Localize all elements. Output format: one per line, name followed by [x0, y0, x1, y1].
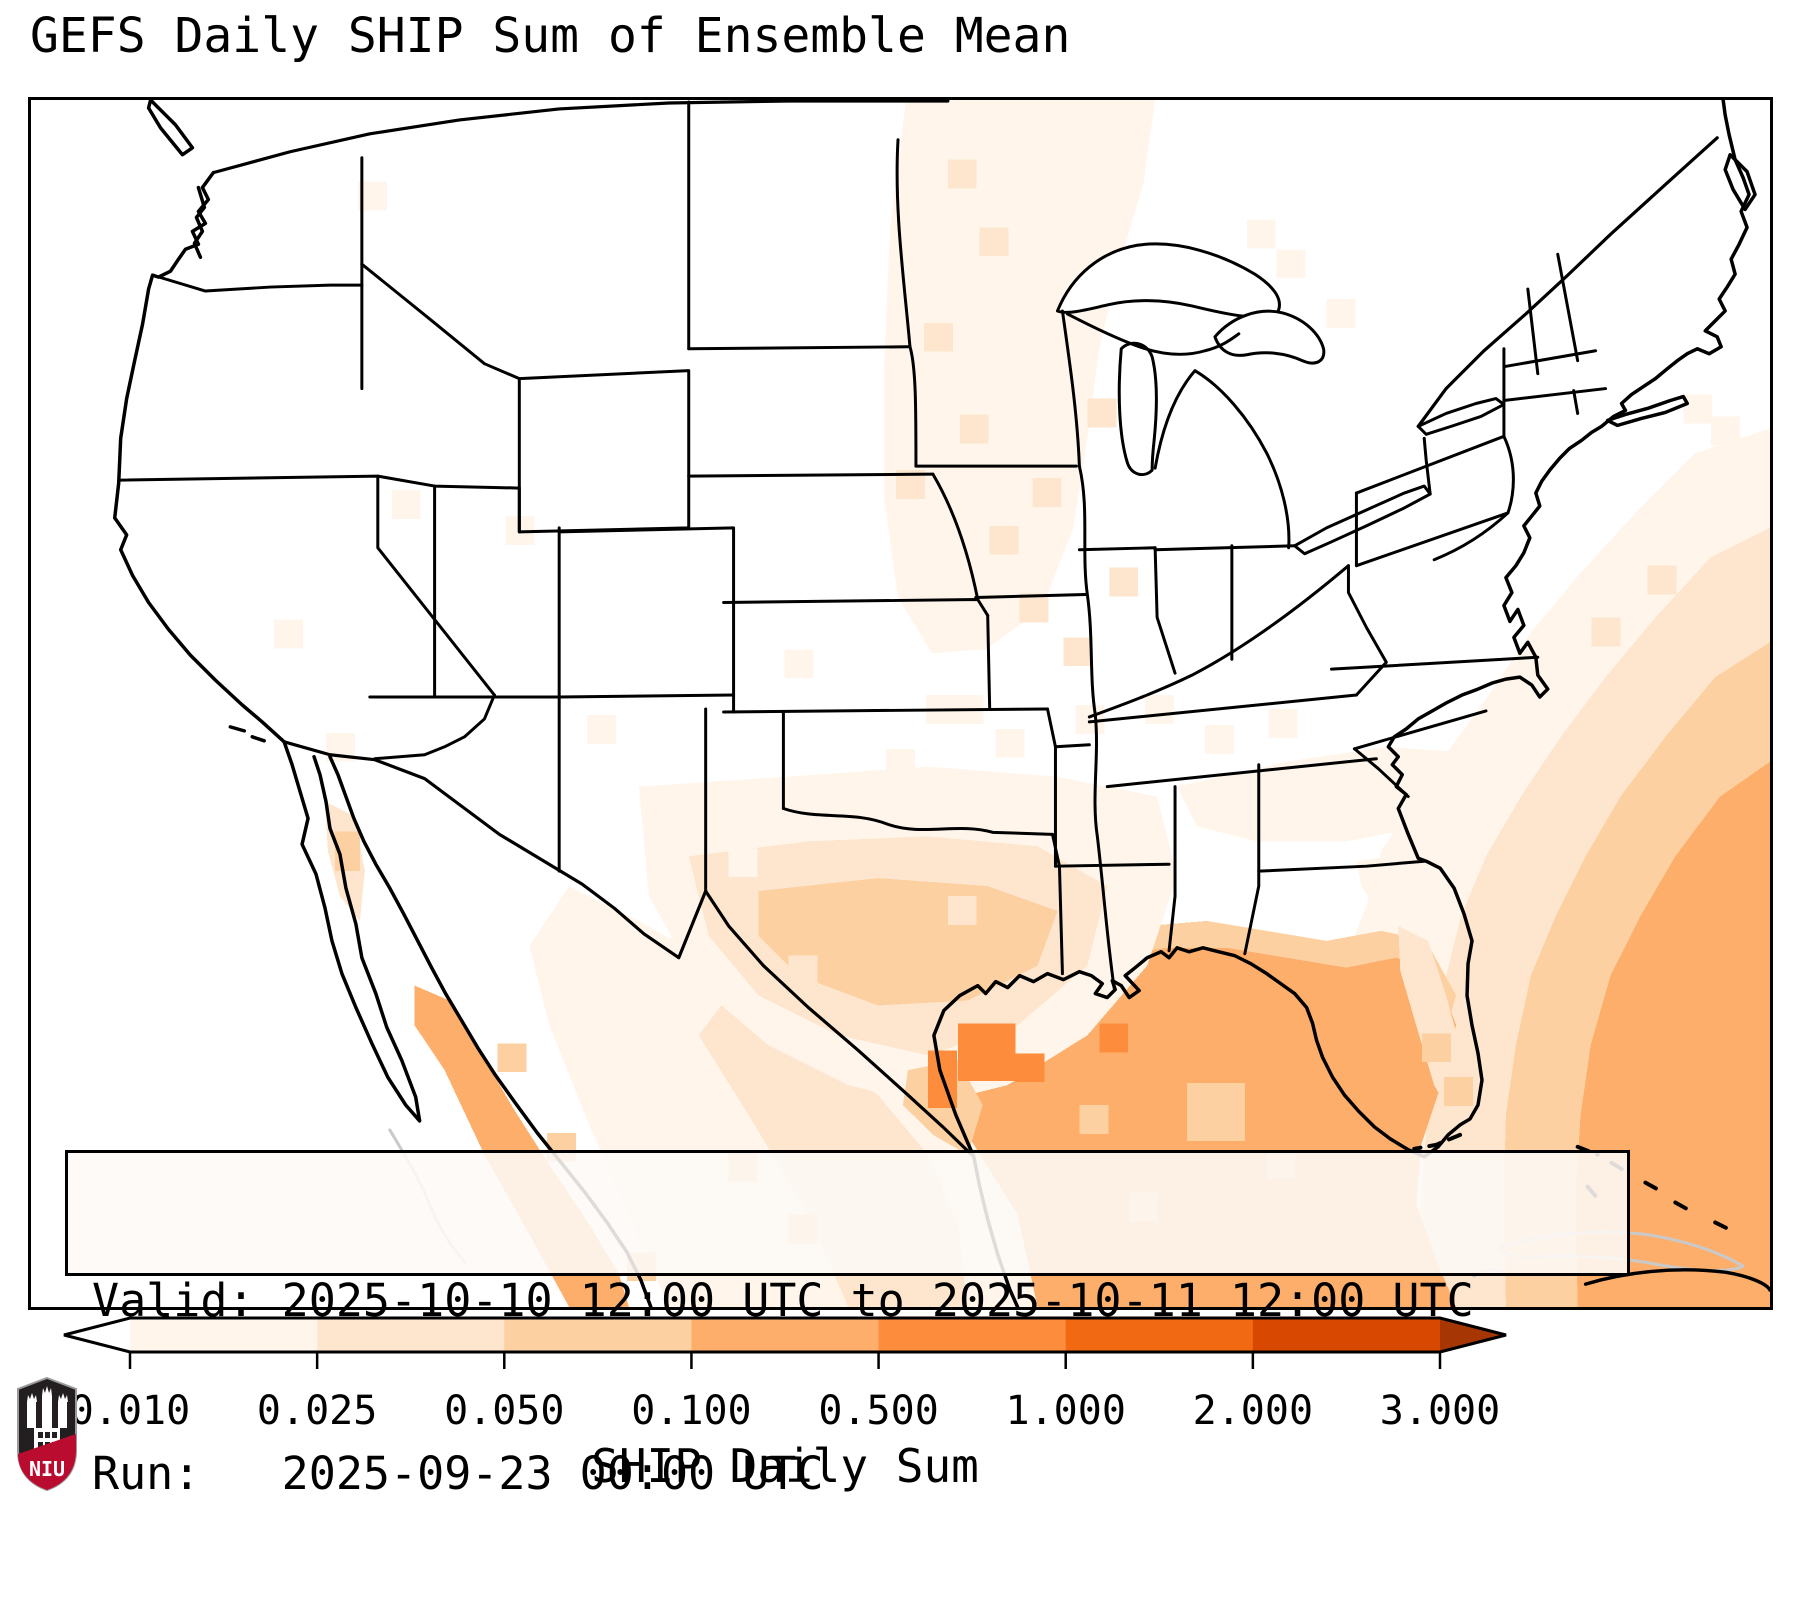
us-mexico-border: [282, 740, 976, 1159]
shading-cell-level-2: [1109, 567, 1139, 597]
figure-title: GEFS Daily SHIP Sum of Ensemble Mean: [30, 8, 1071, 64]
shading-cell-level-3: [1422, 1033, 1452, 1063]
colorbar-tick-label: 1.000: [1006, 1388, 1126, 1434]
shading-cell-level-1: [728, 848, 758, 878]
shading-cell-level-1: [274, 619, 304, 649]
colorbar-segments: [130, 1318, 1441, 1352]
shading-cell-level-1: [1145, 695, 1175, 724]
colorbar-segment: [504, 1318, 693, 1352]
shading-cell-level-1: [1246, 219, 1276, 249]
shading-cell-level-1: [587, 714, 616, 744]
shading-cell-level-1: [1683, 394, 1713, 424]
shading-cell-level-2: [1591, 617, 1621, 647]
lake-erie: [1293, 484, 1432, 556]
cuba-southeast-coast: [1583, 1268, 1770, 1292]
colorbar: 0.010 0.025 0.050 0.100 0.500 1.000 2.000 3.000…: [0, 1312, 1803, 1500]
shading-cell-level-2: [989, 525, 1019, 555]
lake-ontario: [1416, 397, 1506, 436]
shading-cell-level-2: [1647, 565, 1677, 595]
lake-michigan: [1117, 341, 1158, 477]
shading-cell-level-1: [886, 748, 915, 778]
channel-islands: [228, 725, 266, 743]
shading-region-level-2: [1398, 925, 1471, 1123]
shading-cell-level-2: [1087, 398, 1117, 428]
shading-cell-level-2: [788, 955, 818, 985]
gulf-atlantic-coast: [932, 100, 1751, 1159]
shading-cell-level-3: [1187, 1083, 1245, 1141]
colorbar-tick-label: 3.000: [1380, 1388, 1500, 1434]
great-lakes: [1055, 242, 1506, 556]
niu-logo: NIU: [17, 1376, 77, 1492]
lake-huron: [1213, 309, 1326, 365]
shading-cell-level-1: [1276, 249, 1306, 279]
colorbar-segment: [691, 1318, 880, 1352]
colorbar-tick-label: 2.000: [1193, 1388, 1313, 1434]
colorbar-tick-label: 0.500: [818, 1388, 938, 1434]
colorbar-segment: [1065, 1318, 1254, 1352]
shading-cell-level-2: [923, 322, 953, 352]
colorbar-tick-label: 0.010: [70, 1388, 190, 1434]
niu-red-band: [18, 1434, 76, 1490]
conus-map: [112, 100, 1770, 1307]
colorbar-ticks: [128, 1352, 1442, 1369]
shading-cell-level-2: [1032, 478, 1062, 507]
colorbar-tick-label: 0.025: [257, 1388, 377, 1434]
colorbar-segment: [1252, 1318, 1441, 1352]
run-line: Run: 2025-09-23 00:00 UTC: [92, 1446, 824, 1500]
national-borders: [211, 100, 1719, 1159]
shading-cell-level-1: [995, 728, 1025, 758]
long-island: [1605, 394, 1690, 428]
colorbar-svg: 0.010 0.025 0.050 0.100 0.500 1.000 2.000 3.000…: [63, 1316, 1507, 1493]
colorbar-over-arrow: [1440, 1318, 1506, 1352]
baja-peninsula: [282, 740, 422, 1123]
shading-cell-level-2: [1063, 637, 1093, 667]
ship-shading-layer: [274, 100, 1770, 1307]
shading-cell-level-5: [1015, 1053, 1045, 1083]
shading-region-level-1: [1356, 851, 1439, 941]
colorbar-segment: [317, 1318, 505, 1352]
shading-cell-level-2: [947, 896, 977, 925]
colorbar-tick-label: 0.050: [444, 1388, 564, 1434]
shading-region-level-3: [758, 878, 1058, 1006]
shading-cell-level-3: [1444, 1077, 1474, 1106]
colorbar-under-arrow: [64, 1318, 130, 1352]
shading-cell-level-1: [391, 490, 421, 519]
colorbar-segment: [130, 1318, 318, 1352]
us-canada-border: [211, 100, 950, 175]
valid-run-info-box: Valid: 2025-10-10 12:00 UTC to 2025-10-1…: [65, 1150, 1630, 1500]
nova-scotia: [1723, 152, 1757, 212]
colorbar-tick-label: 0.100: [631, 1388, 751, 1434]
shading-cell-level-2: [947, 159, 977, 189]
colorbar-tick-labels: 0.010 0.025 0.050 0.100 0.500 1.000 2.000 3.000: [70, 1388, 1500, 1434]
west-coast: [112, 170, 286, 744]
florida-keys: [1412, 1132, 1463, 1151]
shading-cell-level-1: [1268, 708, 1298, 738]
shading-cell-level-1: [1326, 299, 1356, 328]
shading-cell-level-1: [784, 649, 814, 679]
vancouver-island: [146, 100, 195, 157]
shading-cell-level-1: [1711, 416, 1741, 446]
shading-cell-level-1: [1739, 443, 1769, 502]
colorbar-segment: [878, 1318, 1067, 1352]
shading-cell-level-2: [979, 227, 1009, 257]
shading-cell-level-2: [1019, 593, 1049, 623]
map-frame: Valid: 2025-10-10 12:00 UTC to 2025-10-1…: [28, 97, 1773, 1500]
shading-cell-level-3: [497, 1043, 527, 1073]
colorbar-axis-label: SHIP Daily Sum: [591, 1439, 979, 1493]
state-borders: [117, 100, 1608, 991]
shading-cell-level-5: [957, 1023, 1016, 1082]
shading-cell-level-1: [1204, 724, 1234, 754]
shading-cell-level-5: [1099, 1023, 1129, 1053]
st-lawrence-border: [1416, 136, 1719, 428]
shading-cell-level-2: [959, 414, 989, 444]
shading-cell-level-3: [1079, 1105, 1109, 1134]
niu-logo-text: NIU: [29, 1457, 65, 1481]
